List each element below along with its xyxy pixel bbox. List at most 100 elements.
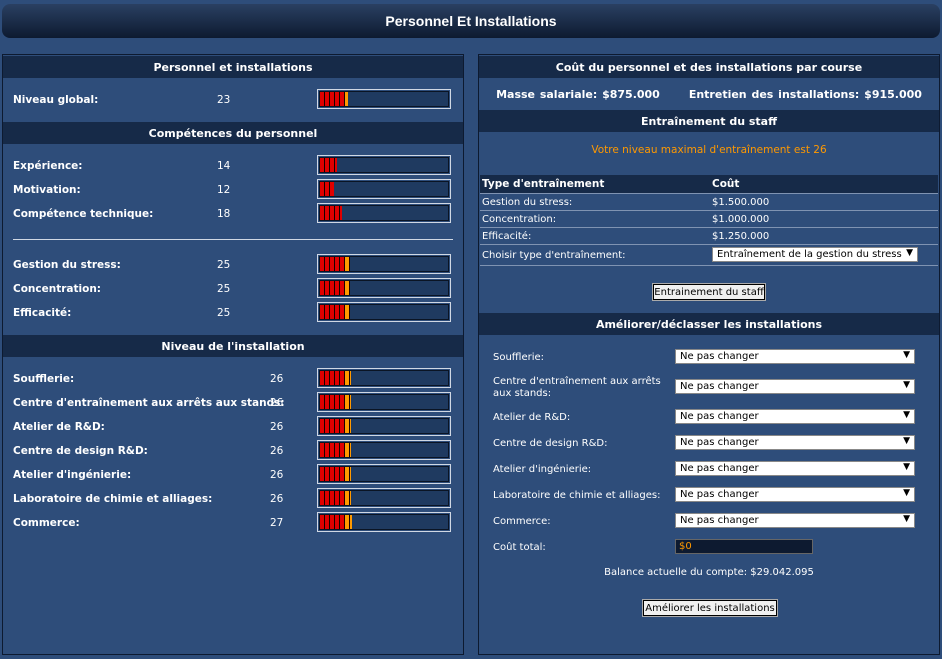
training-skill-value: 25 (217, 259, 231, 271)
total-cost-field: $0 (675, 539, 813, 554)
skill-value: 14 (217, 160, 231, 172)
upgrade-label: Centre de design R&D: (493, 438, 608, 449)
upgrade-select[interactable]: Ne pas changer ▼ (675, 461, 915, 476)
skill-bar (317, 155, 451, 175)
upgrade-select-value: Ne pas changer (680, 515, 759, 526)
salary-text: Masse salariale: $875.000 (496, 88, 660, 101)
chevron-down-icon: ▼ (903, 410, 910, 420)
right-panel: Coût du personnel et des installations p… (478, 54, 940, 655)
training-type: Efficacité: (482, 231, 532, 242)
chevron-down-icon: ▼ (903, 350, 910, 360)
facility-label: Centre d'entraînement aux arrêts aux sta… (13, 397, 285, 409)
upgrade-select[interactable]: Ne pas changer ▼ (675, 379, 915, 394)
skill-label: Expérience: (13, 160, 83, 172)
chevron-down-icon: ▼ (903, 514, 910, 524)
facility-value: 26 (270, 373, 284, 385)
facility-bar (317, 464, 451, 484)
training-header: Entraînement du staff (479, 110, 939, 132)
skill-bar (317, 179, 451, 199)
global-level-label: Niveau global: (13, 94, 99, 106)
upgrade-label: Atelier d'ingénierie: (493, 464, 592, 475)
table-row: Gestion du stress: $1.500.000 (480, 194, 938, 211)
upgrade-select-value: Ne pas changer (680, 437, 759, 448)
facility-value: 26 (270, 397, 284, 409)
skill-value: 12 (217, 184, 231, 196)
choose-training-row: Choisir type d'entraînement: Entraînemen… (480, 245, 938, 266)
facility-label: Commerce: (13, 517, 80, 529)
upgrade-label: Laboratoire de chimie et alliages: (493, 490, 661, 501)
facility-label: Laboratoire de chimie et alliages: (13, 493, 213, 505)
training-table: Type d'entraînement Coût Gestion du stre… (480, 175, 938, 266)
facility-bar (317, 512, 451, 532)
col-cost-header: Coût (712, 178, 740, 190)
upgrade-select[interactable]: Ne pas changer ▼ (675, 409, 915, 424)
facility-bar (317, 488, 451, 508)
balance-text: Balance actuelle du compte: $29.042.095 (604, 567, 814, 578)
chevron-down-icon: ▼ (903, 488, 910, 498)
training-cost: $1.000.000 (712, 214, 770, 225)
training-cost: $1.250.000 (712, 231, 770, 242)
maintenance-text: Entretien des installations: $915.000 (688, 88, 922, 101)
facility-header: Niveau de l'installation (3, 335, 463, 357)
skill-label: Motivation: (13, 184, 81, 196)
training-skill-bar (317, 254, 451, 274)
facility-value: 26 (270, 421, 284, 433)
global-level-bar (317, 89, 451, 109)
upgrade-select-value: Ne pas changer (680, 381, 759, 392)
upgrade-label: Centre d'entraînement aux arrêts aux sta… (493, 376, 661, 399)
table-row: Concentration: $1.000.000 (480, 211, 938, 228)
facility-value: 27 (270, 517, 284, 529)
upgrade-select-value: Ne pas changer (680, 489, 759, 500)
training-type: Gestion du stress: (482, 197, 573, 208)
upgrade-facilities-button[interactable]: Améliorer les installations (642, 599, 778, 617)
facility-label: Centre de design R&D: (13, 445, 148, 457)
upgrade-select-value: Ne pas changer (680, 463, 759, 474)
upgrade-select-value: Ne pas changer (680, 411, 759, 422)
training-skill-bar (317, 302, 451, 322)
facility-label: Atelier de R&D: (13, 421, 105, 433)
total-cost-label: Coût total: (493, 542, 546, 553)
train-staff-button[interactable]: Entrainement du staff (652, 283, 766, 301)
facility-value: 26 (270, 493, 284, 505)
upgrade-select[interactable]: Ne pas changer ▼ (675, 487, 915, 502)
max-training-text: Votre niveau maximal d'entraînement est … (591, 144, 827, 156)
upgrade-select[interactable]: Ne pas changer ▼ (675, 513, 915, 528)
cost-header: Coût du personnel et des installations p… (479, 56, 939, 78)
facility-bar (317, 392, 451, 412)
skills-header: Compétences du personnel (3, 122, 463, 144)
training-type-select-value: Entraînement de la gestion du stress (717, 249, 902, 260)
training-cost: $1.500.000 (712, 197, 770, 208)
col-type-header: Type d'entraînement (482, 178, 605, 190)
training-type-select[interactable]: Entraînement de la gestion du stress ▼ (712, 247, 918, 262)
chevron-down-icon: ▼ (906, 248, 913, 258)
upgrade-label: Atelier de R&D: (493, 412, 571, 423)
skills-divider (13, 239, 453, 240)
training-skill-value: 25 (217, 307, 231, 319)
page-title: Personnel Et Installations (385, 13, 557, 29)
upgrade-select-value: Ne pas changer (680, 351, 759, 362)
table-row: Efficacité: $1.250.000 (480, 228, 938, 245)
training-skill-bar (317, 278, 451, 298)
training-table-header: Type d'entraînement Coût (480, 175, 938, 194)
upgrade-select[interactable]: Ne pas changer ▼ (675, 435, 915, 450)
facility-bar (317, 368, 451, 388)
training-skill-value: 25 (217, 283, 231, 295)
chevron-down-icon: ▼ (903, 380, 910, 390)
window-title-bar: Personnel Et Installations (2, 4, 940, 38)
skill-value: 18 (217, 208, 231, 220)
upgrade-select[interactable]: Ne pas changer ▼ (675, 349, 915, 364)
upgrade-header: Améliorer/déclasser les installations (479, 313, 939, 335)
chevron-down-icon: ▼ (903, 462, 910, 472)
facility-label: Atelier d'ingénierie: (13, 469, 132, 481)
left-panel: Personnel et installations Niveau global… (2, 54, 464, 655)
global-level-value: 23 (217, 94, 231, 106)
facility-bar (317, 440, 451, 460)
training-skill-label: Gestion du stress: (13, 259, 121, 271)
facility-value: 26 (270, 445, 284, 457)
upgrade-label: Soufflerie: (493, 352, 545, 363)
chevron-down-icon: ▼ (903, 436, 910, 446)
cost-summary: Masse salariale: $875.000 Entretien des … (479, 88, 939, 101)
training-skill-label: Concentration: (13, 283, 102, 295)
personnel-header: Personnel et installations (3, 56, 463, 78)
upgrade-label: Commerce: (493, 516, 551, 527)
